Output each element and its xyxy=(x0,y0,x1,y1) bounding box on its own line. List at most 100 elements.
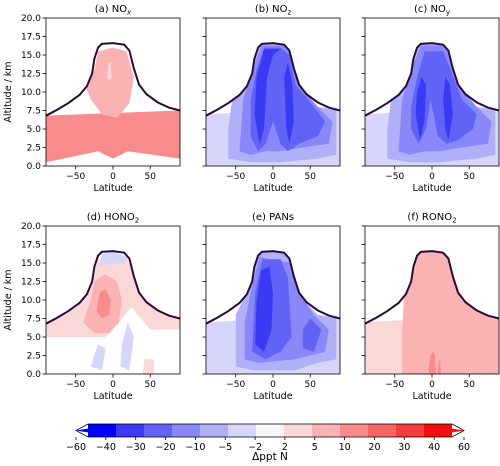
y-tick-label: 5.0 xyxy=(27,125,42,135)
colorbar-label: Δppt N xyxy=(252,451,288,463)
panel-f-xlabel: Latitude xyxy=(412,391,451,402)
colorbar-tick-label: 2 xyxy=(282,442,288,453)
panel-d-title: (d) HONO2 xyxy=(87,212,140,225)
x-tick-label: 0 xyxy=(429,380,435,390)
panel-a-ylabel: Altitude / km xyxy=(3,61,14,122)
panel-f-title: (f) RONO2 xyxy=(407,212,456,225)
colorbar-tick-label: −10 xyxy=(185,442,205,453)
panel-a-title: (a) NOx xyxy=(95,4,132,17)
colorbar-cell xyxy=(340,424,369,437)
panel-b-tropopause xyxy=(205,42,341,117)
panel-b-y-ticks xyxy=(202,17,206,167)
panel-d-region-3 xyxy=(90,344,106,371)
x-tick-label: 50 xyxy=(463,380,475,390)
y-tick-label: 7.5 xyxy=(27,107,41,117)
panel-e-title: (e) PANs xyxy=(252,212,294,223)
panel-d: (d) HONO2 0.0 2.5 5.0 7.5 10.0 12.5 15.0 17.5 20… xyxy=(3,212,181,402)
panel-d-region-4 xyxy=(120,322,134,371)
y-tick-label: 10.0 xyxy=(21,88,41,98)
y-tick-label: 12.5 xyxy=(21,70,41,80)
colorbar-outline xyxy=(75,423,465,438)
x-tick-label: 50 xyxy=(463,172,475,182)
panel-b-xlabel: Latitude xyxy=(253,183,292,194)
x-tick-label: 50 xyxy=(304,172,316,182)
colorbar-cell xyxy=(284,424,313,437)
panel-a-y-ticks: 0.0 2.5 5.0 7.5 10.0 12.5 15.0 17.5 20.0 xyxy=(21,14,46,172)
x-tick-label: 0 xyxy=(110,380,116,390)
colorbar-ticks: −60 −40 −30 −20 −10 −5 −2 2 5 10 20 30 40 60 xyxy=(66,437,470,453)
y-tick-label: 15.0 xyxy=(21,51,41,61)
colorbar-cell xyxy=(228,424,257,437)
panel-e-y-ticks xyxy=(202,225,206,375)
x-tick-label: −50 xyxy=(66,380,85,390)
x-tick-label: 0 xyxy=(110,172,116,182)
y-tick-label: 2.5 xyxy=(27,352,41,362)
colorbar-cell xyxy=(312,424,341,437)
panel-b-field xyxy=(206,43,340,166)
y-tick-label: 0.0 xyxy=(27,162,42,172)
x-tick-label: −50 xyxy=(66,172,85,182)
panel-a-region-2 xyxy=(107,62,112,81)
panel-c-region-4 xyxy=(415,77,427,141)
colorbar-cell xyxy=(116,424,145,437)
colorbar-cell xyxy=(172,424,201,437)
x-tick-label: 0 xyxy=(270,172,276,182)
colorbar-tick-label: 20 xyxy=(368,442,380,453)
panel-a-xlabel: Latitude xyxy=(93,183,132,194)
colorbar-cell xyxy=(144,424,173,437)
colorbar-cell xyxy=(256,424,285,437)
colorbar-tick-label: −60 xyxy=(66,442,86,453)
panel-e-xlabel: Latitude xyxy=(253,391,292,402)
colorbar-cell xyxy=(396,424,425,437)
panel-d-x-ticks: −50 0 50 xyxy=(66,374,156,390)
panel-d-field xyxy=(46,251,180,374)
colorbar-cell xyxy=(88,424,116,437)
colorbar-tick-label: −5 xyxy=(218,442,232,453)
x-tick-label: 0 xyxy=(429,172,435,182)
y-tick-label: 0.0 xyxy=(27,370,42,380)
panel-a-region-1 xyxy=(84,47,134,118)
panel-c-region-5 xyxy=(443,77,453,141)
panel-f-field xyxy=(365,251,499,374)
x-tick-label: 50 xyxy=(144,380,156,390)
colorbar-tick-label: −20 xyxy=(156,442,176,453)
x-tick-label: 50 xyxy=(144,172,156,182)
panel-e-x-ticks: −50 0 50 xyxy=(226,374,316,390)
panel-c-field xyxy=(365,43,499,166)
colorbar-cell xyxy=(424,424,452,437)
y-tick-label: 17.5 xyxy=(21,33,41,43)
panel-e-region-4 xyxy=(255,266,273,352)
panel-d-xlabel: Latitude xyxy=(93,391,132,402)
y-tick-label: 15.0 xyxy=(21,259,41,269)
y-tick-label: 12.5 xyxy=(21,278,41,288)
panel-a-field xyxy=(46,47,180,163)
panel-b-title: (b) NOz xyxy=(255,4,292,17)
colorbar-cell xyxy=(200,424,229,437)
colorbar-tick-label: −30 xyxy=(126,442,146,453)
y-tick-label: 10.0 xyxy=(21,296,41,306)
colorbar-tick-label: −40 xyxy=(96,442,116,453)
panel-f-x-ticks: −50 0 50 xyxy=(385,374,475,390)
panel-b-region-4 xyxy=(254,49,281,144)
panel-f-tropopause xyxy=(364,250,500,325)
panel-f-y-ticks xyxy=(361,225,365,375)
panel-a-region-0 xyxy=(46,110,180,163)
panel-b: (b) NOz −50 0 50 Latitude xyxy=(202,4,341,194)
panel-b-x-ticks: −50 0 50 xyxy=(226,166,316,182)
colorbar-tick-label: 60 xyxy=(458,442,470,453)
colorbar-tick-label: 40 xyxy=(428,442,440,453)
colorbar-cell xyxy=(368,424,397,437)
x-tick-label: −50 xyxy=(226,172,245,182)
x-tick-label: 0 xyxy=(270,380,276,390)
y-tick-label: 7.5 xyxy=(27,315,41,325)
panel-c-y-ticks xyxy=(361,17,365,167)
panel-f-region-1 xyxy=(402,251,499,374)
panel-d-region-6 xyxy=(142,359,154,374)
colorbar-tick-label: 10 xyxy=(339,442,351,453)
x-tick-label: 50 xyxy=(304,380,316,390)
x-tick-label: −50 xyxy=(385,380,404,390)
panel-f-region-2 xyxy=(428,351,436,374)
panel-c-x-ticks: −50 0 50 xyxy=(385,166,475,182)
y-tick-label: 20.0 xyxy=(21,222,41,232)
